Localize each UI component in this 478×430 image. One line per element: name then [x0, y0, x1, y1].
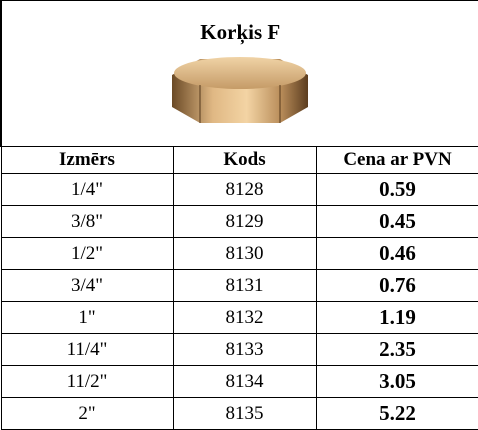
table-cell: 3/4": [0, 269, 174, 302]
table-row: 1/2" 8130 0.46: [0, 237, 478, 270]
table-row: 11/2" 8134 3.05: [0, 365, 478, 398]
table-cell: 1": [0, 301, 174, 334]
table-cell: 8133: [172, 333, 317, 366]
table-cell: 8131: [172, 269, 317, 302]
table-row: 3/4" 8131 0.76: [0, 269, 478, 302]
table-row: 3/8" 8129 0.45: [0, 205, 478, 238]
table-cell: 11/4": [0, 333, 174, 366]
table-cell: 2": [0, 397, 174, 430]
column-header: Kods: [172, 146, 317, 174]
title: Korķis F: [200, 20, 281, 44]
table-row: 1/4" 8128 0.59: [0, 173, 478, 206]
table-cell: 8135: [172, 397, 317, 430]
table-cell: 1/2": [0, 237, 174, 270]
table-row: 2" 8135 5.22: [0, 397, 478, 430]
price-cell: 0.76: [315, 269, 478, 302]
price-cell: 2.35: [315, 333, 478, 366]
table-cell: 8134: [172, 365, 317, 398]
price-cell: 0.45: [315, 205, 478, 238]
table-cell: 3/8": [0, 205, 174, 238]
table-row: 11/4" 8133 2.35: [0, 333, 478, 366]
table-row: 1" 8132 1.19: [0, 301, 478, 334]
table-cell: 11/2": [0, 365, 174, 398]
column-header: Izmērs: [0, 146, 174, 174]
header-cell: Korķis F: [0, 0, 478, 147]
table-cell: 1/4": [0, 173, 174, 206]
column-header: Cena ar PVN: [315, 146, 478, 174]
header-row: Izmērs Kods Cena ar PVN: [0, 146, 478, 174]
product-image: [172, 57, 309, 123]
table-body: 1/4" 8128 0.59 3/8" 8129 0.45 1/2" 8130 0.46 3/4"…: [0, 173, 478, 430]
price-cell: 0.59: [315, 173, 478, 206]
price-cell: 0.46: [315, 237, 478, 270]
table-cell: 8132: [172, 301, 317, 334]
price-cell: 3.05: [315, 365, 478, 398]
table-cell: 8129: [172, 205, 317, 238]
price-cell: 5.22: [315, 397, 478, 430]
price-cell: 1.19: [315, 301, 478, 334]
table-cell: 8128: [172, 173, 317, 206]
table-cell: 8130: [172, 237, 317, 270]
